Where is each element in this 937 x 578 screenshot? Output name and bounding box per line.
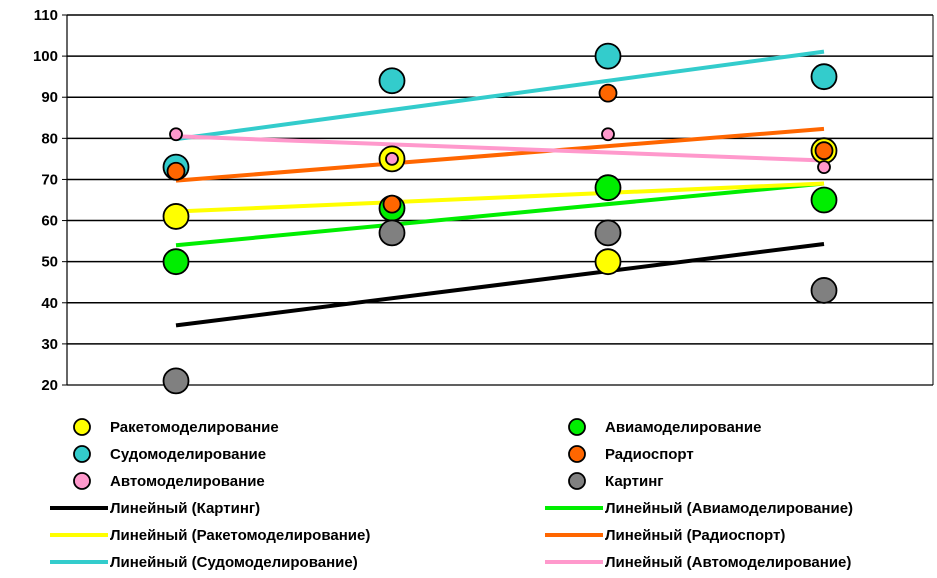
data-point xyxy=(378,219,406,247)
legend-label: Авиамоделирование xyxy=(605,419,761,436)
legend-marker xyxy=(568,418,586,436)
legend-label: Линейный (Картинг) xyxy=(110,500,260,517)
legend-label: Картинг xyxy=(605,473,664,490)
axes xyxy=(62,14,934,386)
legend-label: Автомоделирование xyxy=(110,473,265,490)
y-tick-label: 30 xyxy=(41,336,58,353)
y-tick-label: 80 xyxy=(41,130,58,147)
trend-line xyxy=(175,181,825,214)
data-point xyxy=(810,186,838,214)
trend-line xyxy=(175,49,825,142)
legend-marker xyxy=(568,472,586,490)
legend-marker xyxy=(73,445,91,463)
data-point xyxy=(162,203,190,230)
trend-line xyxy=(175,134,825,163)
data-point xyxy=(166,161,186,181)
trend-line xyxy=(175,181,825,248)
trend-lines xyxy=(175,49,825,328)
legend: Ракетомоделирование Авиамоделирование Судо… xyxy=(50,418,853,571)
legend-marker xyxy=(568,445,586,463)
data-point xyxy=(162,367,190,395)
y-tick-labels: 20 30 40 50 60 70 80 90 100 110 xyxy=(33,7,58,394)
data-point xyxy=(385,151,399,166)
data-point xyxy=(382,194,402,214)
data-point xyxy=(378,67,406,95)
legend-label: Линейный (Автомоделирование) xyxy=(605,554,851,571)
y-tick-label: 40 xyxy=(41,295,58,312)
y-tick-label: 70 xyxy=(41,171,58,188)
y-tick-label: 20 xyxy=(41,377,58,394)
trend-line xyxy=(175,126,825,183)
data-point xyxy=(814,141,834,161)
legend-label: Линейный (Судомоделирование) xyxy=(110,554,358,571)
data-points xyxy=(162,42,838,395)
legend-label: Радиоспорт xyxy=(605,446,694,463)
data-point xyxy=(169,127,183,142)
y-tick-label: 60 xyxy=(41,213,58,230)
legend-label: Судомоделирование xyxy=(110,446,266,463)
data-point xyxy=(594,248,622,276)
legend-marker xyxy=(73,472,91,490)
data-point xyxy=(598,83,618,103)
legend-label: Линейный (Ракетомоделирование) xyxy=(110,527,370,544)
data-point xyxy=(810,277,838,304)
legend-label: Ракетомоделирование xyxy=(110,419,279,436)
data-point xyxy=(817,160,831,175)
data-point xyxy=(594,174,622,202)
data-point xyxy=(162,248,190,276)
legend-label: Линейный (Авиамоделирование) xyxy=(605,500,853,517)
y-tick-label: 90 xyxy=(41,89,58,106)
data-point xyxy=(594,42,622,70)
data-point xyxy=(594,219,622,247)
y-tick-label: 110 xyxy=(34,7,58,24)
data-point xyxy=(810,63,838,91)
y-tick-label: 100 xyxy=(33,48,58,65)
trend-line xyxy=(175,242,825,328)
legend-label: Линейный (Радиоспорт) xyxy=(605,527,785,544)
data-point xyxy=(601,127,615,142)
legend-marker xyxy=(73,418,91,436)
y-tick-label: 50 xyxy=(41,254,58,271)
